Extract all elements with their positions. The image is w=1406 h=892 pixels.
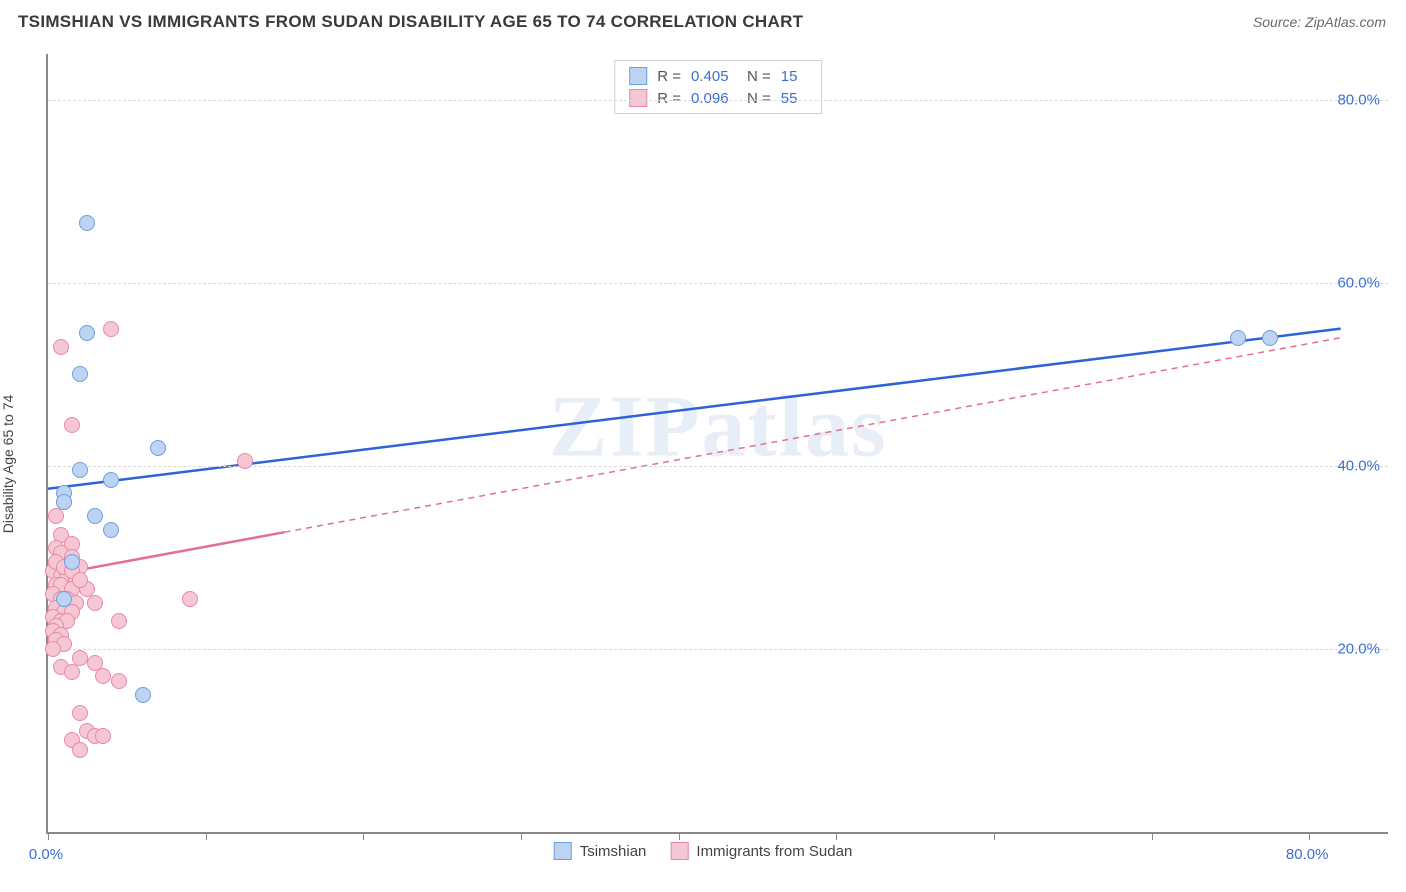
data-point-sudan [95,728,111,744]
y-tick-label: 80.0% [1337,91,1380,108]
data-point-tsimshian [103,522,119,538]
data-point-sudan [72,705,88,721]
data-point-tsimshian [150,440,166,456]
n-label: N = [747,90,771,107]
series-legend: Tsimshian Immigrants from Sudan [554,842,853,860]
y-tick-label: 60.0% [1337,274,1380,291]
data-point-tsimshian [87,508,103,524]
gridline [48,649,1388,650]
regression-lines [48,54,1388,832]
x-tick-label: 80.0% [1286,846,1329,863]
x-tick [521,832,522,840]
data-point-sudan [64,417,80,433]
data-point-tsimshian [72,462,88,478]
data-point-tsimshian [56,494,72,510]
plot-area: ZIPatlas R = 0.405 N = 15 R = 0.096 N = 55 20.0… [46,54,1388,834]
header: TSIMSHIAN VS IMMIGRANTS FROM SUDAN DISAB… [0,0,1406,44]
data-point-sudan [237,453,253,469]
data-point-tsimshian [1262,330,1278,346]
x-tick [1152,832,1153,840]
data-point-sudan [64,664,80,680]
x-tick-label: 0.0% [29,846,63,863]
r-label: R = [657,68,681,85]
stats-legend: R = 0.405 N = 15 R = 0.096 N = 55 [614,60,822,114]
data-point-tsimshian [135,687,151,703]
data-point-sudan [111,613,127,629]
x-tick [363,832,364,840]
watermark: ZIPatlas [549,377,888,478]
data-point-tsimshian [79,215,95,231]
data-point-sudan [48,508,64,524]
chart-container: Disability Age 65 to 74 ZIPatlas R = 0.40… [0,44,1406,884]
swatch [554,842,572,860]
chart-title: TSIMSHIAN VS IMMIGRANTS FROM SUDAN DISAB… [18,12,803,32]
r-value: 0.405 [691,68,737,85]
source-attribution: Source: ZipAtlas.com [1253,14,1386,30]
legend-item: Immigrants from Sudan [670,842,852,860]
data-point-sudan [45,641,61,657]
data-point-tsimshian [79,325,95,341]
data-point-tsimshian [103,472,119,488]
y-axis-label: Disability Age 65 to 74 [0,395,16,534]
data-point-sudan [87,595,103,611]
swatch-tsimshian [629,67,647,85]
x-tick [1309,832,1310,840]
data-point-sudan [53,339,69,355]
legend-label: Immigrants from Sudan [696,843,852,860]
data-point-sudan [72,572,88,588]
n-value: 55 [781,90,807,107]
data-point-sudan [111,673,127,689]
legend-label: Tsimshian [580,843,647,860]
n-value: 15 [781,68,807,85]
y-tick-label: 20.0% [1337,640,1380,657]
data-point-tsimshian [64,554,80,570]
y-tick-label: 40.0% [1337,457,1380,474]
swatch-sudan [629,89,647,107]
x-tick [836,832,837,840]
stats-row-sudan: R = 0.096 N = 55 [615,87,821,109]
data-point-sudan [182,591,198,607]
r-label: R = [657,90,681,107]
x-tick [206,832,207,840]
stats-row-tsimshian: R = 0.405 N = 15 [615,65,821,87]
x-tick [994,832,995,840]
gridline [48,283,1388,284]
gridline [48,100,1388,101]
swatch [670,842,688,860]
data-point-sudan [95,668,111,684]
n-label: N = [747,68,771,85]
data-point-sudan [72,742,88,758]
legend-item: Tsimshian [554,842,647,860]
data-point-tsimshian [56,591,72,607]
data-point-tsimshian [72,366,88,382]
x-tick [679,832,680,840]
data-point-tsimshian [1230,330,1246,346]
x-tick [48,832,49,840]
data-point-sudan [103,321,119,337]
r-value: 0.096 [691,90,737,107]
